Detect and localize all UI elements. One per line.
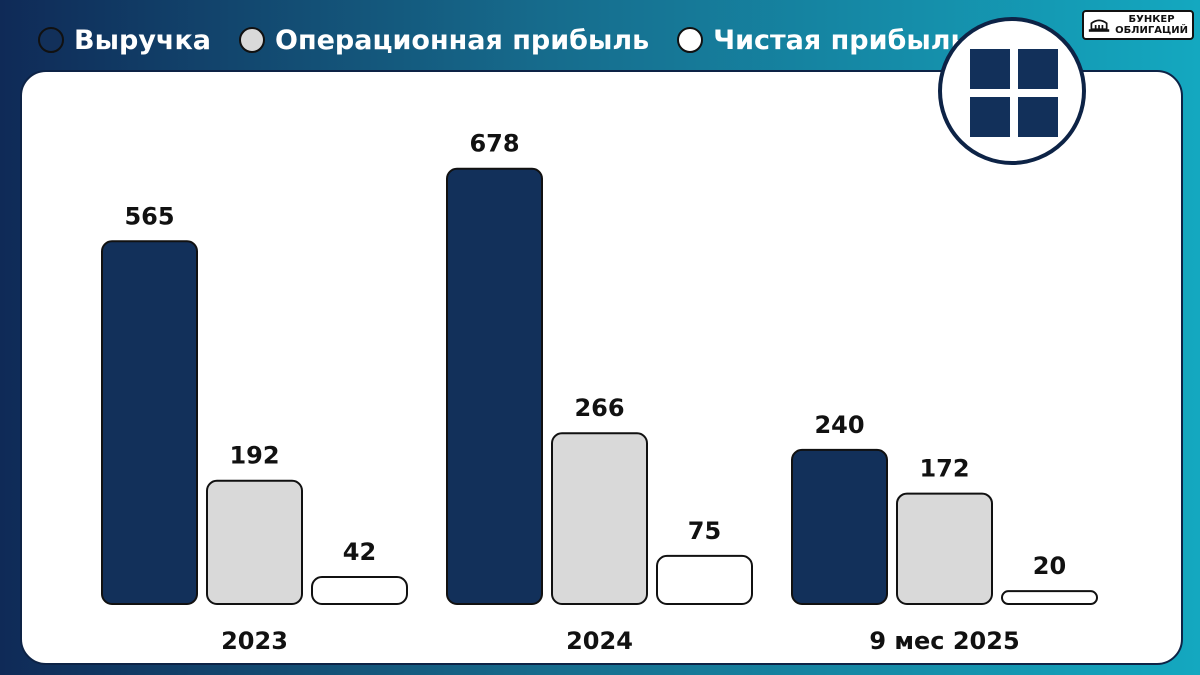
data-label-revenue-2: 240 (814, 411, 864, 439)
legend-swatch-revenue (38, 27, 64, 53)
data-label-operating-profit-0: 192 (229, 442, 279, 470)
data-label-operating-profit-2: 172 (919, 455, 969, 483)
data-label-net-profit-1: 75 (688, 517, 721, 545)
legend-item-operating-profit: Операционная прибыль (239, 25, 649, 56)
legend-item-net-profit: Чистая прибыль (677, 24, 968, 56)
company-emblem (938, 17, 1086, 165)
bar-revenue-0 (101, 240, 198, 606)
chart-legend: Выручка Операционная прибыль Чистая приб… (38, 22, 968, 58)
data-label-net-profit-0: 42 (343, 538, 376, 566)
data-label-net-profit-2: 20 (1033, 552, 1066, 580)
brand-logo: БУНКЕР ОБЛИГАЦИЙ (1082, 10, 1194, 40)
bunker-building-icon (1088, 19, 1110, 32)
x-tick-label-0: 2023 (221, 627, 288, 655)
bar-operating-profit-1 (551, 432, 648, 605)
bar-operating-profit-0 (206, 479, 303, 605)
bar-net-profit-0 (311, 576, 408, 606)
legend-item-revenue: Выручка (38, 25, 211, 56)
legend-label-net-profit: Чистая прибыль (713, 24, 968, 56)
x-tick-label-2: 9 мес 2025 (869, 627, 1019, 655)
legend-label-revenue: Выручка (74, 24, 212, 56)
legend-label-operating-profit: Операционная прибыль (275, 24, 650, 56)
bar-net-profit-2 (1001, 590, 1098, 605)
bar-revenue-2 (791, 448, 888, 606)
legend-swatch-operating-profit (239, 27, 266, 53)
data-label-operating-profit-1: 266 (574, 394, 624, 422)
brand-name: БУНКЕР ОБЛИГАЦИЙ (1115, 14, 1188, 36)
legend-swatch-net-profit (677, 27, 704, 53)
data-label-revenue-0: 565 (124, 202, 174, 230)
data-label-revenue-1: 678 (469, 130, 519, 158)
bar-net-profit-1 (656, 554, 753, 605)
bar-operating-profit-2 (896, 492, 993, 605)
bar-revenue-1 (446, 167, 543, 605)
x-tick-label-1: 2024 (566, 627, 633, 655)
